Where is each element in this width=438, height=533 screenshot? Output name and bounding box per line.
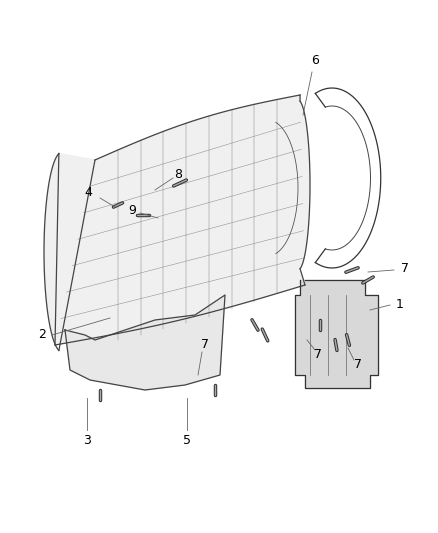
Text: 2: 2	[38, 328, 46, 342]
Text: 5: 5	[183, 433, 191, 447]
Polygon shape	[65, 295, 225, 390]
Text: 7: 7	[354, 359, 362, 372]
Text: 8: 8	[174, 168, 182, 182]
Text: 7: 7	[401, 262, 409, 274]
Text: 6: 6	[311, 53, 319, 67]
Text: 7: 7	[201, 338, 209, 351]
Text: 7: 7	[314, 349, 322, 361]
Text: 9: 9	[128, 204, 136, 216]
Text: 1: 1	[396, 298, 404, 311]
Text: 3: 3	[83, 433, 91, 447]
Polygon shape	[44, 95, 310, 351]
Text: 4: 4	[84, 187, 92, 199]
Polygon shape	[295, 280, 378, 388]
